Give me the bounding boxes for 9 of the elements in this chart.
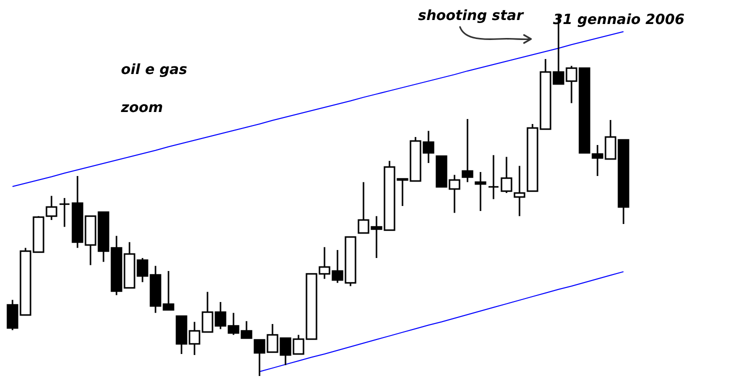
annotation: shooting star xyxy=(418,8,524,24)
candlestick xyxy=(474,171,486,212)
candlestick xyxy=(514,165,526,217)
candlestick xyxy=(58,197,70,228)
text: zoom xyxy=(120,100,163,116)
candlestick xyxy=(488,154,500,200)
candlestick xyxy=(462,118,474,183)
candlestick xyxy=(500,156,512,194)
text: oil e gas xyxy=(121,62,188,78)
